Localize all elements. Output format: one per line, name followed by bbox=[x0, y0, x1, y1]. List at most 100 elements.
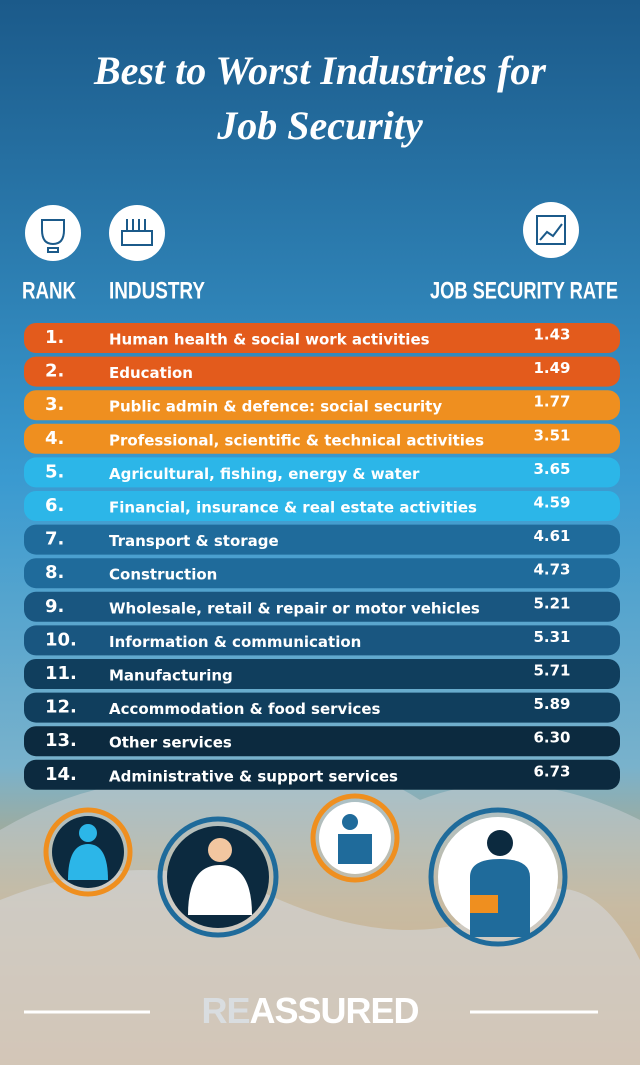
table-row: 3. Public admin & defence: social securit… bbox=[24, 390, 620, 421]
row-background bbox=[24, 491, 620, 521]
row-background bbox=[24, 625, 620, 656]
rank: 2. bbox=[45, 361, 64, 382]
logo-part: RE bbox=[201, 990, 249, 1031]
ring bbox=[310, 793, 400, 883]
coat bbox=[188, 865, 252, 915]
rate: 1.49 bbox=[533, 359, 570, 377]
table-row: 1. Human health & social work activities 1… bbox=[24, 323, 620, 353]
industry: Administrative & support services bbox=[109, 767, 398, 785]
rate: 4.59 bbox=[533, 494, 570, 512]
chart bbox=[536, 215, 566, 245]
table-row: 5. Agricultural, fishing, energy & water 3… bbox=[24, 457, 620, 488]
rate: 3.65 bbox=[533, 460, 570, 478]
industry: Transport & storage bbox=[109, 532, 279, 550]
chart-icon bbox=[523, 202, 579, 258]
body bbox=[68, 844, 108, 880]
row-background bbox=[24, 423, 620, 454]
table-row: 12. Accommodation & food services 5.89 bbox=[24, 692, 620, 723]
industry: Manufacturing bbox=[109, 667, 233, 685]
industry: Accommodation & food services bbox=[109, 700, 381, 718]
ring bbox=[43, 807, 133, 897]
table-row: 6. Financial, insurance & real estate act… bbox=[24, 491, 620, 521]
industry: Construction bbox=[109, 566, 217, 584]
rank: 6. bbox=[45, 495, 64, 516]
table-row: 10. Information & communication 5.31 bbox=[24, 625, 620, 656]
table-row: 4. Professional, scientific & technical a… bbox=[24, 423, 620, 454]
logo: REASSURED bbox=[201, 990, 418, 1031]
rate: 4.61 bbox=[533, 527, 570, 545]
row-background bbox=[24, 692, 620, 723]
title: Best to Worst Industries for bbox=[93, 48, 546, 93]
table: 1. Human health & social work activities 1… bbox=[24, 323, 620, 790]
row-background bbox=[24, 457, 620, 488]
rank: 7. bbox=[45, 529, 64, 550]
rate: 5.21 bbox=[533, 594, 570, 612]
illustrations bbox=[43, 793, 568, 947]
rate: 5.89 bbox=[533, 695, 570, 713]
box bbox=[338, 834, 372, 864]
rank: 13. bbox=[45, 730, 77, 751]
rate: 5.71 bbox=[533, 662, 570, 680]
industry: Other services bbox=[109, 734, 232, 752]
head bbox=[79, 824, 97, 842]
rate: 1.77 bbox=[533, 393, 570, 411]
icons bbox=[25, 202, 579, 261]
rank: 5. bbox=[45, 461, 64, 482]
row-background bbox=[24, 558, 620, 589]
industry: Education bbox=[109, 364, 193, 382]
rank: 1. bbox=[45, 327, 64, 348]
factory bbox=[121, 219, 153, 246]
industry: Information & communication bbox=[109, 633, 361, 651]
rank: 10. bbox=[45, 629, 77, 650]
rate: 4.73 bbox=[533, 561, 570, 579]
row-background bbox=[24, 390, 620, 421]
table-row: 13. Other services 6.30 bbox=[24, 726, 620, 757]
column-header: RANK bbox=[22, 277, 77, 304]
rate: 6.30 bbox=[533, 729, 570, 747]
head bbox=[342, 814, 358, 830]
table-row: 14. Administrative & support services 6.73 bbox=[24, 759, 620, 790]
table-row: 8. Construction 4.73 bbox=[24, 558, 620, 589]
row-background bbox=[24, 323, 620, 353]
rank: 14. bbox=[45, 764, 77, 785]
logo-part: ASSURED bbox=[249, 990, 418, 1031]
ring bbox=[157, 816, 279, 938]
rate: 3.51 bbox=[533, 426, 570, 444]
row-background bbox=[24, 726, 620, 757]
column-header: INDUSTRY bbox=[109, 277, 205, 304]
rank: 4. bbox=[45, 428, 64, 449]
head bbox=[208, 838, 232, 862]
head bbox=[487, 830, 513, 856]
title: Job Security bbox=[216, 103, 423, 148]
row-background bbox=[24, 659, 620, 689]
table-row: 11. Manufacturing 5.71 bbox=[24, 659, 620, 689]
factory-icon bbox=[109, 205, 165, 261]
industry: Professional, scientific & technical act… bbox=[109, 431, 484, 449]
rank: 12. bbox=[45, 697, 77, 718]
rank: 11. bbox=[45, 663, 77, 684]
trophy-icon bbox=[25, 205, 81, 261]
rate: 6.73 bbox=[533, 762, 570, 780]
industry: Agricultural, fishing, energy & water bbox=[109, 465, 420, 483]
row-background bbox=[24, 759, 620, 790]
industry: Public admin & defence: social security bbox=[109, 398, 442, 416]
rate: 1.43 bbox=[533, 326, 570, 344]
rank: 3. bbox=[45, 394, 64, 415]
table-row: 7. Transport & storage 4.61 bbox=[24, 524, 620, 555]
industry: Financial, insurance & real estate activ… bbox=[109, 499, 477, 517]
row-background bbox=[24, 356, 620, 387]
rate: 5.31 bbox=[533, 628, 570, 646]
rank: 9. bbox=[45, 596, 64, 617]
industry: Human health & social work activities bbox=[109, 331, 430, 349]
row-background bbox=[24, 591, 620, 622]
row-background bbox=[24, 524, 620, 555]
column-header: JOB SECURITY RATE bbox=[430, 277, 618, 304]
table-row: 9. Wholesale, retail & repair or motor ve… bbox=[24, 591, 620, 622]
body bbox=[470, 859, 530, 937]
trophy bbox=[41, 219, 65, 253]
rank: 8. bbox=[45, 562, 64, 583]
cups bbox=[470, 895, 498, 913]
table-row: 2. Education 1.49 bbox=[24, 356, 620, 387]
industry: Wholesale, retail & repair or motor vehi… bbox=[109, 599, 480, 617]
